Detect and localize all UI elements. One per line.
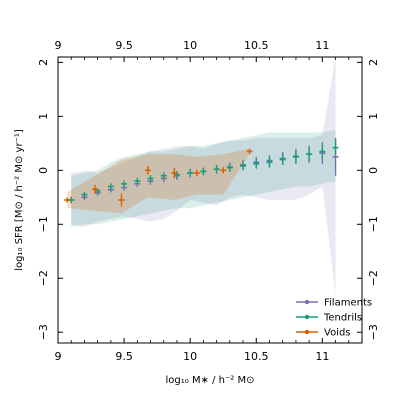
x-tick-label-top: 10 [183,39,197,52]
y-tick-label: 0 [37,167,50,174]
y-tick-label: 2 [37,59,50,66]
y-tick-label-right: −3 [367,324,380,340]
series-voids [64,148,253,207]
x-tick-label-top: 9.5 [115,39,133,52]
band-voids [67,148,250,214]
band-filaments [71,57,336,295]
x-tick-label-top: 10.5 [244,39,269,52]
legend-marker [304,314,310,320]
x-tick-label: 9 [55,350,62,363]
y-tick-label-right: 0 [367,167,380,174]
x-axis-label: log₁₀ M∗ / h⁻² M⊙ [166,375,255,386]
legend-marker [304,299,310,305]
y-tick-label-right: 2 [367,59,380,66]
x-tick-label-top: 11 [315,39,329,52]
y-axis-label: log₁₀ SFR [M⊙ / h⁻² M⊙ yr⁻¹] [14,129,25,271]
x-tick-label: 10.5 [244,350,269,363]
y-tick-label: 1 [37,113,50,120]
plot-frame [57,56,363,344]
legend-marker [304,329,310,335]
legend-label: Tendrils [323,313,362,324]
x-tick-label: 9.5 [115,350,133,363]
legend-label: Voids [324,328,351,339]
y-tick-label-right: −1 [367,216,380,232]
y-tick-label-right: −2 [367,270,380,286]
y-tick-label-right: 1 [367,113,380,120]
y-tick-label: −2 [37,270,50,286]
x-tick-label-top: 9 [55,39,62,52]
band-tendrils [71,129,336,227]
x-tick-label: 10 [183,350,197,363]
y-tick-label: −1 [37,216,50,232]
legend-label: Filaments [324,298,372,309]
y-tick-label: −3 [37,324,50,340]
series-tendrils [68,140,339,204]
x-tick-label: 11 [315,350,329,363]
